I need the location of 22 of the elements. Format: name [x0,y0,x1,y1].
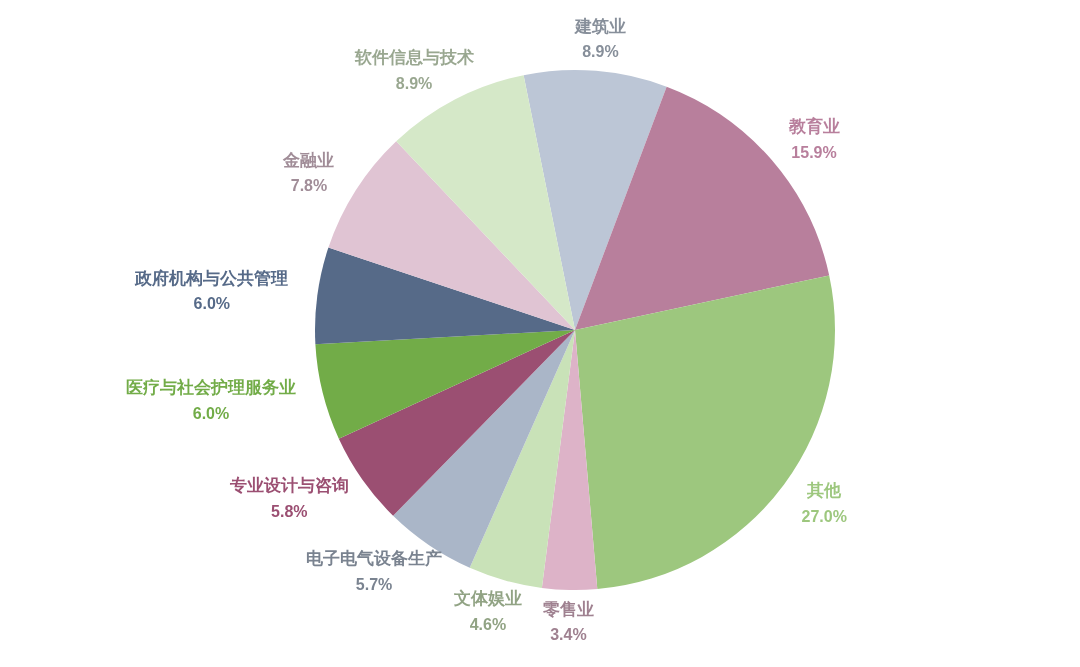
slice-label: 零售业 [541,599,594,619]
slice-label: 文体娱业 [452,588,522,608]
slice-label: 软件信息与技术 [353,48,474,68]
data-label: 4.6% [469,615,507,633]
data-label: 6.0% [192,404,230,422]
data-label: 7.8% [290,177,328,195]
data-label: 8.9% [582,43,619,61]
data-label: 3.4% [550,626,587,644]
slice-label: 专业设计与咨询 [228,475,349,495]
slice-label: 电子电气设备生产 [306,549,443,569]
slice-label: 其他 [806,481,843,501]
data-label: 5.7% [355,576,393,594]
slice-label: 教育业 [787,116,840,137]
data-label: 8.9% [395,75,433,93]
slice-label: 建筑业 [572,16,626,36]
slice-label: 政府机构与公共管理 [134,268,289,288]
data-label: 6.0% [193,295,231,313]
data-label: 27.0% [801,508,847,526]
slice-label: 医疗与社会护理服务业 [126,377,297,397]
data-label: 5.8% [271,502,308,520]
data-label: 15.9% [791,143,837,161]
slice-label: 金融业 [282,150,335,170]
